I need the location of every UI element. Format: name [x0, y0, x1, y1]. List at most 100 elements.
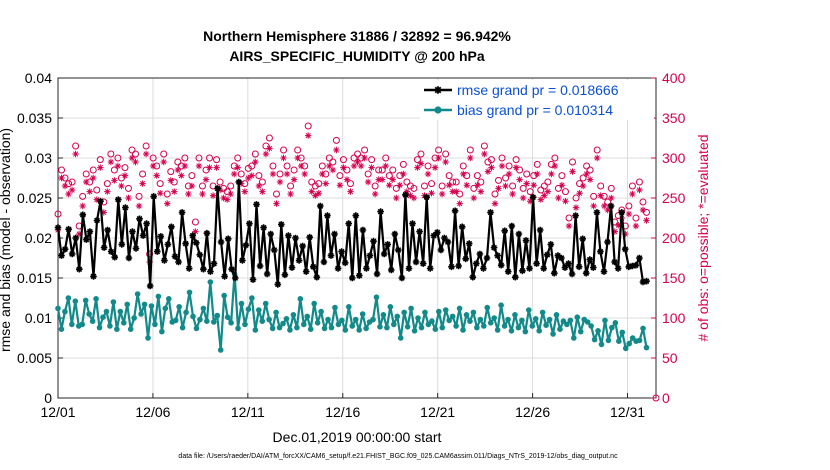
obs-evaluated-point	[185, 190, 192, 198]
obs-evaluated-point	[188, 182, 196, 190]
rmse-point	[526, 265, 533, 272]
obs-possible-point	[128, 146, 136, 154]
bias-point	[626, 340, 632, 347]
obs-possible-point	[167, 168, 175, 176]
bias-point	[58, 326, 65, 333]
legend-box	[420, 80, 654, 120]
obs-possible-point	[103, 180, 111, 188]
obs-evaluated-point	[449, 188, 456, 195]
obs-evaluated-point	[118, 182, 125, 190]
bias-point	[117, 308, 124, 315]
obs-evaluated-point	[322, 180, 329, 187]
rmse-point	[93, 217, 101, 224]
obs-evaluated-point	[608, 194, 615, 202]
obs-evaluated-point	[227, 190, 234, 198]
bias-point	[335, 321, 342, 328]
obs-evaluated-point	[266, 145, 273, 152]
bias-point	[179, 324, 186, 331]
bias-point	[207, 279, 214, 285]
bias-point	[415, 315, 421, 321]
obs-evaluated-point	[252, 158, 259, 166]
bias-point	[82, 297, 89, 304]
obs-possible-point	[459, 162, 467, 170]
obs-evaluated-point	[301, 170, 308, 178]
bias-point	[384, 324, 390, 331]
bias-point	[609, 324, 615, 331]
rmse-point	[327, 252, 335, 259]
bias-point	[408, 305, 414, 312]
rmse-point	[122, 204, 129, 211]
rmse-point	[476, 250, 484, 258]
bias-point	[314, 320, 321, 326]
obs-evaluated-point	[410, 194, 418, 202]
obs-evaluated-point	[361, 154, 368, 162]
obs-possible-point	[308, 178, 316, 186]
rmse-point	[157, 233, 165, 240]
obs-evaluated-point	[456, 200, 463, 207]
obs-possible-point	[244, 164, 252, 172]
obs-evaluated-point	[551, 162, 559, 170]
obs-possible-point	[530, 172, 538, 180]
rmse-point	[338, 248, 345, 255]
rmse-point	[480, 265, 487, 272]
bias-point	[100, 314, 106, 321]
rmse-point	[639, 278, 647, 286]
x-tick-label: 12/11	[231, 404, 265, 420]
bias-point	[280, 320, 286, 327]
x-tick-label: 12/16	[325, 404, 360, 420]
obs-evaluated-point	[90, 174, 97, 182]
bias-point	[390, 321, 397, 328]
obs-evaluated-point	[308, 188, 315, 195]
obs-evaluated-point	[597, 192, 604, 199]
rmse-point	[224, 235, 232, 243]
rmse-point	[600, 268, 608, 275]
obs-evaluated-point	[100, 209, 107, 216]
obs-possible-point	[558, 172, 566, 180]
obs-evaluated-point	[61, 182, 69, 190]
bias-point	[529, 323, 536, 329]
bias-point	[86, 311, 92, 317]
bias-point	[481, 323, 487, 329]
rmse-point	[136, 215, 143, 223]
rmse-point	[107, 248, 115, 255]
bias-point	[190, 313, 196, 320]
obs-evaluated-point	[160, 158, 167, 166]
bias-point	[584, 319, 591, 325]
bias-point	[397, 335, 404, 341]
obs-possible-point	[311, 182, 319, 190]
obs-evaluated-point	[541, 192, 548, 199]
obs-possible-point	[315, 180, 323, 188]
bias-point	[79, 321, 86, 328]
obs-evaluated-point	[276, 178, 284, 186]
rmse-point	[352, 212, 360, 219]
y-tick-label: 0.01	[25, 310, 52, 326]
bias-point	[404, 324, 411, 330]
rmse-point	[68, 250, 76, 258]
rmse-point	[451, 207, 459, 215]
obs-evaluated-point	[234, 164, 241, 171]
obs-evaluated-point	[594, 154, 601, 162]
rmse-point	[281, 271, 289, 279]
obs-possible-point	[121, 164, 129, 172]
bias-point	[487, 320, 494, 326]
rmse-point	[185, 265, 193, 272]
bias-point	[345, 304, 352, 310]
rmse-point	[444, 238, 452, 246]
bias-point	[238, 300, 245, 307]
rmse-point	[214, 185, 221, 192]
rmse-point	[249, 276, 257, 283]
rmse-point	[568, 270, 576, 278]
rmse-point	[100, 244, 108, 251]
obs-evaluated-point	[576, 190, 583, 197]
obs-possible-point	[290, 166, 298, 174]
bias-point	[262, 300, 269, 307]
rmse-point	[398, 274, 406, 282]
obs-evaluated-point	[372, 190, 379, 198]
obs-evaluated-point	[516, 176, 523, 183]
bias-point	[467, 318, 473, 325]
obs-possible-point	[512, 156, 520, 164]
obs-possible-point	[586, 166, 594, 174]
obs-possible-point	[163, 190, 171, 198]
rmse-point	[582, 269, 590, 277]
